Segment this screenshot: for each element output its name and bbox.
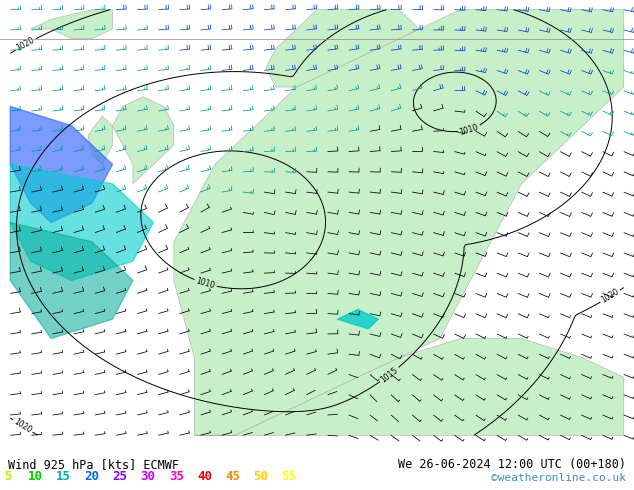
Polygon shape	[10, 165, 153, 280]
Text: 5: 5	[4, 470, 11, 483]
Text: 45: 45	[225, 470, 240, 483]
Text: 1010: 1010	[195, 276, 216, 291]
Polygon shape	[112, 97, 174, 184]
Text: Wind 925 hPa [kts] ECMWF: Wind 925 hPa [kts] ECMWF	[8, 458, 179, 470]
Text: 50: 50	[253, 470, 268, 483]
Text: 20: 20	[84, 470, 100, 483]
Polygon shape	[10, 222, 133, 339]
Text: ©weatheronline.co.uk: ©weatheronline.co.uk	[491, 473, 626, 483]
Text: 35: 35	[169, 470, 184, 483]
Text: 1020: 1020	[600, 287, 621, 305]
Polygon shape	[88, 116, 112, 165]
Text: 1020: 1020	[12, 417, 33, 435]
Polygon shape	[194, 339, 624, 435]
Text: 15: 15	[56, 470, 72, 483]
Text: 10: 10	[29, 470, 43, 483]
Text: We 26-06-2024 12:00 UTC (00+180): We 26-06-2024 12:00 UTC (00+180)	[398, 458, 626, 470]
Text: 1015: 1015	[379, 365, 400, 384]
Polygon shape	[10, 106, 112, 222]
Text: 25: 25	[113, 470, 127, 483]
Text: 1010: 1010	[458, 122, 480, 136]
Text: 1020: 1020	[15, 36, 36, 53]
Polygon shape	[174, 10, 624, 435]
Text: 55: 55	[281, 470, 296, 483]
Text: 60: 60	[309, 470, 325, 483]
Polygon shape	[266, 10, 419, 87]
Text: 40: 40	[197, 470, 212, 483]
Polygon shape	[30, 10, 112, 39]
Text: 30: 30	[141, 470, 156, 483]
Polygon shape	[337, 310, 378, 329]
